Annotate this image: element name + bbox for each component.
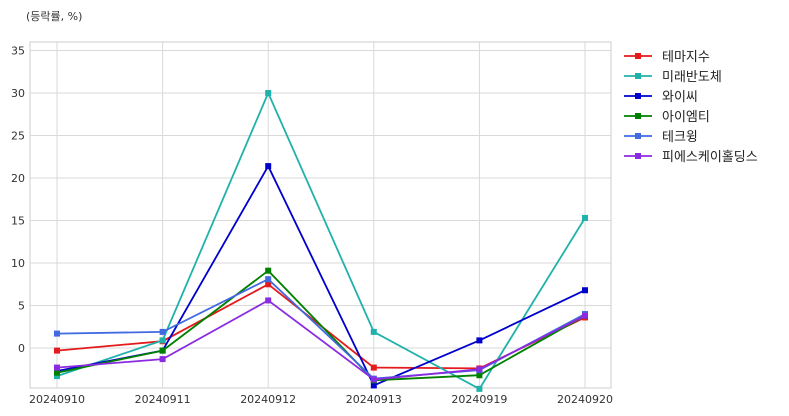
- y-axis-unit-label: (등락률, %): [26, 10, 83, 23]
- plot-area: [29, 41, 612, 389]
- data-point: [159, 328, 166, 335]
- legend-marker: [635, 53, 641, 59]
- legend-label: 테마지수: [662, 50, 710, 65]
- data-point: [54, 373, 60, 380]
- y-tick-label: 30: [11, 87, 25, 100]
- y-tick-label: 10: [11, 257, 25, 270]
- y-tick-label: 20: [11, 172, 25, 185]
- y-tick-label: 35: [11, 45, 25, 58]
- data-point: [370, 382, 377, 389]
- x-tick-label: 20240910: [29, 393, 85, 406]
- data-point: [54, 330, 60, 337]
- legend-label: 아이엠티: [662, 110, 710, 125]
- x-tick-label: 20240919: [451, 393, 507, 406]
- legend-label: 테크윙: [662, 129, 698, 145]
- data-point: [582, 287, 588, 294]
- data-point: [265, 297, 272, 304]
- data-point: [265, 163, 272, 170]
- data-point: [265, 267, 272, 274]
- data-point: [54, 347, 60, 354]
- data-point: [54, 369, 60, 376]
- y-tick-label: 0: [18, 342, 25, 355]
- data-point: [370, 364, 377, 371]
- legend-marker: [635, 73, 641, 79]
- data-point: [370, 376, 377, 383]
- series-line: [56, 269, 586, 382]
- data-point: [476, 372, 483, 379]
- data-point: [265, 281, 272, 288]
- y-tick-label: 15: [11, 215, 25, 228]
- legend-marker: [635, 153, 641, 159]
- y-tick-label: 25: [11, 130, 25, 143]
- legend-label: 피에스케이홀딩스: [662, 150, 758, 165]
- x-tick-label: 20240911: [135, 393, 191, 406]
- data-point: [159, 356, 166, 363]
- legend-label: 와이씨: [662, 90, 698, 105]
- data-point: [265, 90, 272, 97]
- legend-label: 미래반도체: [662, 70, 722, 85]
- data-point: [476, 366, 483, 373]
- data-point: [582, 214, 588, 221]
- y-tick-label: 5: [18, 300, 25, 313]
- data-point: [476, 337, 483, 344]
- x-tick-label: 20240913: [346, 393, 402, 406]
- x-tick-label: 20240920: [557, 393, 613, 406]
- data-point: [476, 385, 483, 392]
- series-line: [56, 299, 586, 381]
- legend-marker: [635, 93, 641, 99]
- data-point: [159, 347, 166, 354]
- legend-marker: [635, 133, 641, 139]
- data-point: [159, 337, 166, 344]
- legend-marker: [635, 113, 641, 119]
- data-point: [370, 328, 377, 335]
- data-point: [265, 276, 272, 283]
- x-tick-label: 20240912: [240, 393, 296, 406]
- data-point: [54, 364, 60, 371]
- data-point: [582, 312, 588, 319]
